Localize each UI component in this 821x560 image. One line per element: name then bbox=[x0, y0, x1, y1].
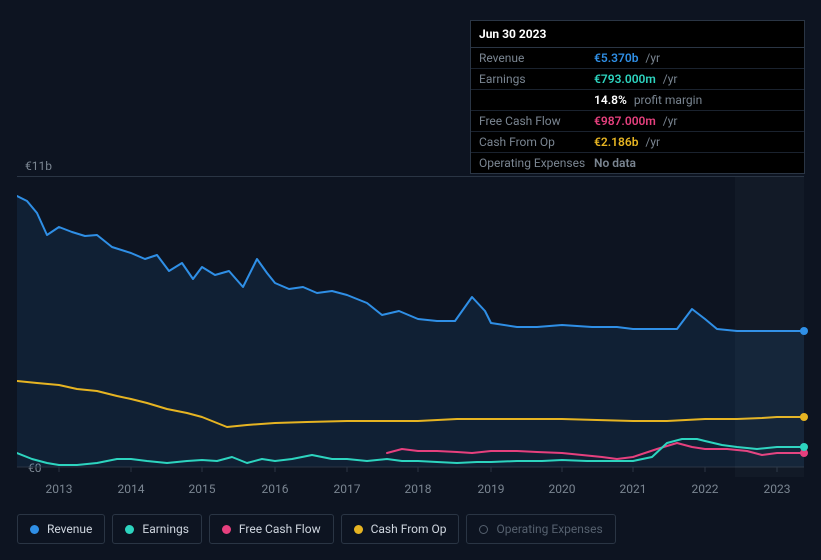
info-row: 14.8% profit margin bbox=[471, 90, 804, 111]
info-row-value: €5.370b /yr bbox=[594, 51, 660, 65]
info-row: Cash From Op€2.186b /yr bbox=[471, 132, 804, 153]
x-tick-label: 2013 bbox=[46, 482, 73, 496]
legend-item[interactable]: Free Cash Flow bbox=[209, 514, 334, 544]
legend-item[interactable]: Cash From Op bbox=[341, 514, 460, 544]
info-row-label: Free Cash Flow bbox=[479, 114, 594, 128]
legend-item[interactable]: Earnings bbox=[112, 514, 202, 544]
legend-dot-icon bbox=[354, 525, 363, 534]
chart-svg bbox=[17, 177, 804, 477]
info-row: Operating ExpensesNo data bbox=[471, 153, 804, 173]
info-row: Revenue€5.370b /yr bbox=[471, 48, 804, 69]
x-tick-label: 2018 bbox=[405, 482, 432, 496]
x-tick-label: 2017 bbox=[334, 482, 361, 496]
series-end-dot bbox=[800, 327, 808, 335]
info-row-value: €987.000m /yr bbox=[594, 114, 678, 128]
legend: Revenue Earnings Free Cash Flow Cash From O… bbox=[17, 514, 616, 544]
info-panel-date: Jun 30 2023 bbox=[471, 21, 804, 48]
info-row-value: No data bbox=[594, 156, 636, 170]
info-panel-rows: Revenue€5.370b /yrEarnings€793.000m /yr1… bbox=[471, 48, 804, 173]
info-row: Free Cash Flow€987.000m /yr bbox=[471, 111, 804, 132]
y-axis-max-label: €11b bbox=[25, 159, 52, 173]
x-tick-label: 2019 bbox=[478, 482, 505, 496]
legend-label: Cash From Op bbox=[371, 522, 447, 536]
x-tick-label: 2021 bbox=[620, 482, 647, 496]
series-end-dot bbox=[800, 443, 808, 451]
legend-dot-icon bbox=[479, 525, 488, 534]
info-row-label: Earnings bbox=[479, 72, 594, 86]
series-end-dot bbox=[800, 413, 808, 421]
legend-label: Revenue bbox=[47, 522, 92, 536]
info-row-label bbox=[479, 93, 594, 107]
chart-area[interactable] bbox=[17, 176, 804, 476]
info-row-value: €793.000m /yr bbox=[594, 72, 678, 86]
future-shade bbox=[735, 177, 804, 477]
x-tick-label: 2016 bbox=[262, 482, 289, 496]
info-row-label: Revenue bbox=[479, 51, 594, 65]
info-row-value: 14.8% profit margin bbox=[594, 93, 702, 107]
x-tick-label: 2015 bbox=[189, 482, 216, 496]
legend-item[interactable]: Operating Expenses bbox=[466, 514, 615, 544]
x-tick-label: 2022 bbox=[692, 482, 719, 496]
info-row-label: Operating Expenses bbox=[479, 156, 594, 170]
x-tick-label: 2023 bbox=[764, 482, 791, 496]
legend-dot-icon bbox=[222, 525, 231, 534]
x-tick-label: 2020 bbox=[549, 482, 576, 496]
legend-item[interactable]: Revenue bbox=[17, 514, 105, 544]
x-tick-label: 2014 bbox=[118, 482, 145, 496]
x-axis-labels: 2013 2014 2015 2016 2017 2018 2019 2020 2021 2022… bbox=[17, 482, 804, 500]
legend-dot-icon bbox=[125, 525, 134, 534]
legend-label: Free Cash Flow bbox=[239, 522, 321, 536]
info-panel: Jun 30 2023 Revenue€5.370b /yrEarnings€7… bbox=[470, 20, 805, 174]
legend-dot-icon bbox=[30, 525, 39, 534]
legend-label: Earnings bbox=[142, 522, 189, 536]
info-row-value: €2.186b /yr bbox=[594, 135, 660, 149]
legend-label: Operating Expenses bbox=[496, 522, 602, 536]
info-row-label: Cash From Op bbox=[479, 135, 594, 149]
info-row: Earnings€793.000m /yr bbox=[471, 69, 804, 90]
